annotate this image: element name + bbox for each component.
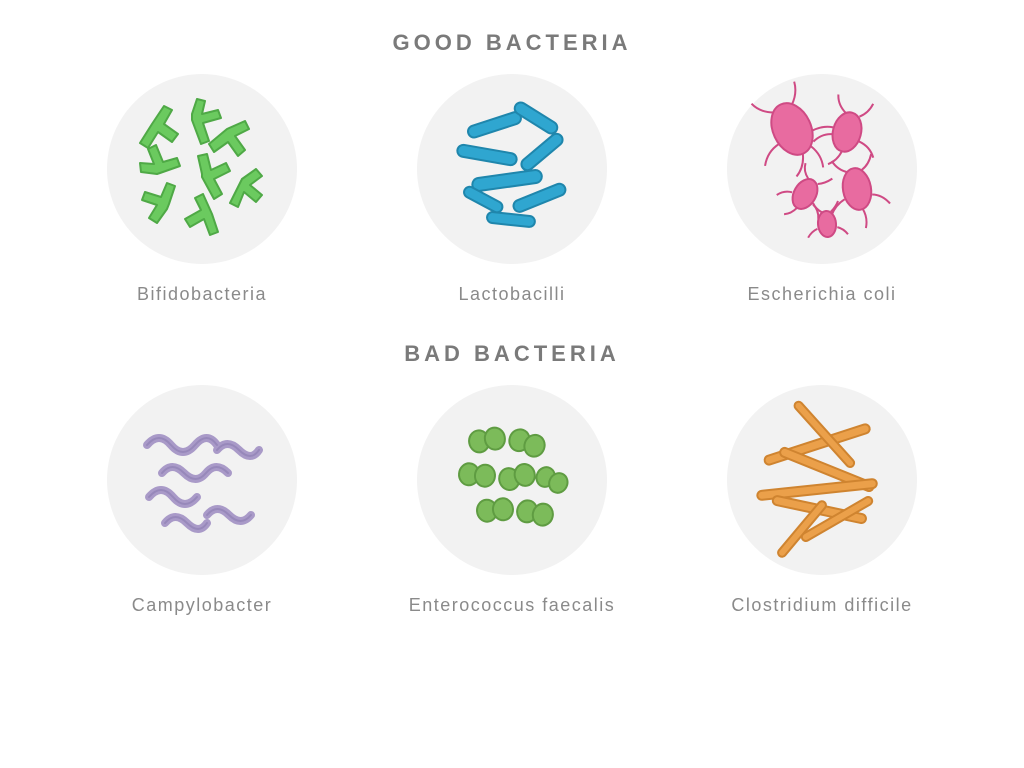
cell-clostridium: Clostridium difficile [712, 385, 932, 616]
circle-bifidobacteria [107, 74, 297, 264]
label-bifidobacteria: Bifidobacteria [137, 284, 267, 305]
cell-lactobacilli: Lactobacilli [402, 74, 622, 305]
bad-section-title: BAD BACTERIA [404, 341, 619, 367]
enterococcus-icon [417, 385, 607, 575]
cell-bifidobacteria: Bifidobacteria [92, 74, 312, 305]
ecoli-icon [727, 74, 917, 264]
label-clostridium: Clostridium difficile [731, 595, 912, 616]
good-row: Bifidobacteria Lactobacilli [92, 74, 932, 305]
cell-ecoli: Escherichia coli [712, 74, 932, 305]
label-enterococcus: Enterococcus faecalis [409, 595, 616, 616]
circle-ecoli [727, 74, 917, 264]
label-ecoli: Escherichia coli [747, 284, 896, 305]
cell-campylobacter: Campylobacter [92, 385, 312, 616]
circle-enterococcus [417, 385, 607, 575]
campylobacter-icon [107, 385, 297, 575]
bad-row: Campylobacter Enterococcus faecalis [92, 385, 932, 616]
circle-campylobacter [107, 385, 297, 575]
bifidobacteria-icon [107, 74, 297, 264]
clostridium-icon [727, 385, 917, 575]
good-section-title: GOOD BACTERIA [393, 30, 632, 56]
circle-clostridium [727, 385, 917, 575]
label-campylobacter: Campylobacter [132, 595, 273, 616]
circle-lactobacilli [417, 74, 607, 264]
label-lactobacilli: Lactobacilli [458, 284, 565, 305]
lactobacilli-icon [417, 74, 607, 264]
cell-enterococcus: Enterococcus faecalis [402, 385, 622, 616]
